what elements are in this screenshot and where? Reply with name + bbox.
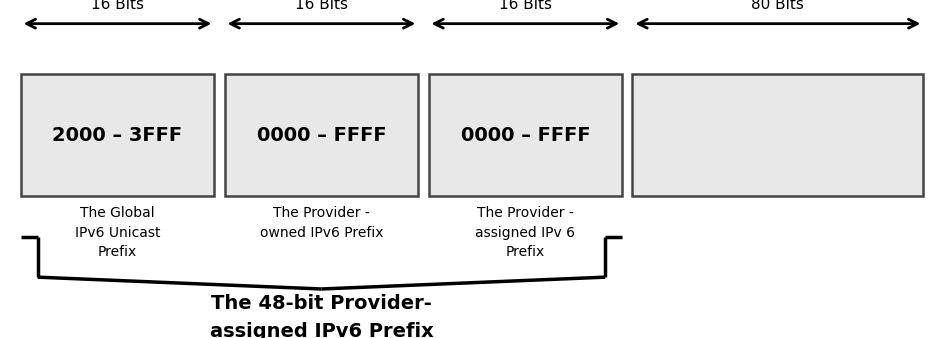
Text: The Provider -
owned IPv6 Prefix: The Provider - owned IPv6 Prefix bbox=[260, 206, 383, 240]
Bar bbox=[21, 74, 214, 196]
Text: The 48-bit Provider-
assigned IPv6 Prefix: The 48-bit Provider- assigned IPv6 Prefi… bbox=[210, 294, 433, 338]
Text: 16 Bits: 16 Bits bbox=[295, 0, 348, 12]
Text: 80 Bits: 80 Bits bbox=[751, 0, 804, 12]
Text: The Global
IPv6 Unicast
Prefix: The Global IPv6 Unicast Prefix bbox=[75, 206, 160, 259]
Text: The Provider -
assigned IPv 6
Prefix: The Provider - assigned IPv 6 Prefix bbox=[476, 206, 575, 259]
Text: 16 Bits: 16 Bits bbox=[498, 0, 552, 12]
Text: 0000 – FFFF: 0000 – FFFF bbox=[257, 126, 386, 145]
Bar bbox=[225, 74, 418, 196]
Bar bbox=[429, 74, 622, 196]
Bar bbox=[632, 74, 923, 196]
Text: 0000 – FFFF: 0000 – FFFF bbox=[461, 126, 590, 145]
Text: 2000 – 3FFF: 2000 – 3FFF bbox=[53, 126, 182, 145]
Text: 16 Bits: 16 Bits bbox=[91, 0, 144, 12]
